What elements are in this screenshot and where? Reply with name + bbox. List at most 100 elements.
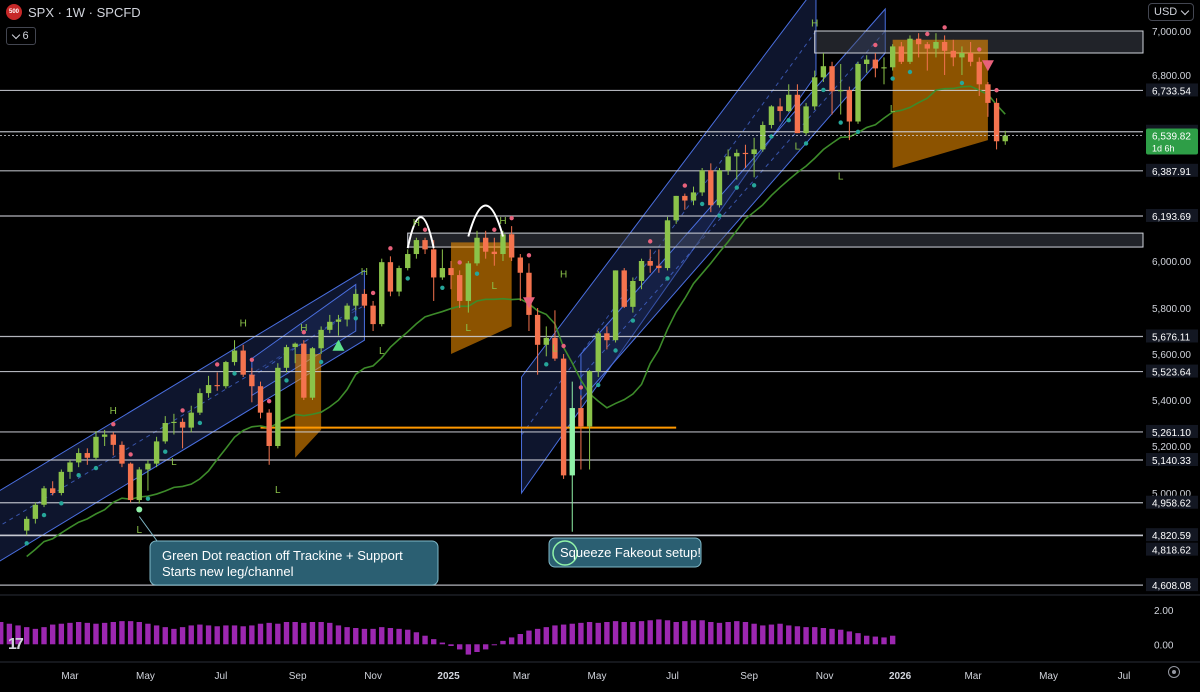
annotation-box-trackline bbox=[149, 540, 439, 586]
level-tag-bg bbox=[1146, 453, 1198, 467]
candle-body bbox=[725, 156, 731, 171]
candle-body bbox=[58, 471, 65, 493]
momentum-bar bbox=[448, 644, 454, 646]
signal-triangle-0 bbox=[332, 339, 345, 351]
signal-dot bbox=[93, 465, 99, 471]
signal-dot bbox=[422, 227, 428, 232]
candle-body bbox=[993, 102, 1000, 142]
signal-dot bbox=[163, 449, 168, 454]
candle-body bbox=[560, 358, 567, 476]
momentum-bar bbox=[578, 622, 584, 645]
momentum-bar bbox=[829, 628, 835, 645]
candle-body bbox=[768, 106, 775, 125]
time-axis-label: Sep bbox=[740, 671, 758, 682]
momentum-bar bbox=[361, 628, 368, 645]
current-price-tag bbox=[1146, 128, 1198, 155]
signal-dot bbox=[699, 201, 705, 207]
signal-dot bbox=[405, 276, 410, 281]
candle-body bbox=[864, 59, 870, 64]
momentum-bar bbox=[465, 644, 472, 655]
momentum-bar bbox=[725, 622, 731, 645]
price-axis-label: 6,000.00 bbox=[1152, 257, 1191, 268]
candle-body bbox=[361, 293, 368, 306]
candle-body bbox=[93, 436, 99, 458]
candle-body bbox=[907, 38, 913, 62]
candle-body bbox=[266, 412, 272, 446]
price-axis-label: 6,800.00 bbox=[1152, 71, 1191, 82]
chart-header: 500 SPX · 1W · SPCFD bbox=[6, 4, 141, 20]
time-axis-label: Nov bbox=[364, 671, 382, 682]
time-axis-label: Sep bbox=[289, 671, 307, 682]
signal-dot bbox=[232, 371, 237, 376]
time-axis-label: May bbox=[136, 671, 155, 682]
momentum-bar bbox=[84, 622, 91, 645]
momentum-bar bbox=[482, 644, 489, 650]
candle-body bbox=[448, 268, 454, 276]
momentum-bar bbox=[379, 627, 385, 645]
candle-body bbox=[75, 453, 82, 463]
signal-dot bbox=[111, 422, 116, 427]
signal-dot bbox=[59, 501, 64, 506]
candle-body bbox=[257, 386, 264, 413]
candle-body bbox=[638, 261, 645, 281]
momentum-bar bbox=[110, 622, 116, 645]
candle-body bbox=[223, 362, 229, 387]
signal-dot bbox=[786, 118, 791, 123]
indicators-toggle-button[interactable]: 6 bbox=[6, 27, 36, 45]
level-tag: 4,608.08 bbox=[1152, 581, 1191, 592]
momentum-bar bbox=[595, 622, 601, 645]
signal-dot bbox=[301, 330, 307, 335]
indicator-count: 6 bbox=[22, 30, 29, 42]
level-tag-bg bbox=[1146, 528, 1198, 542]
candle-body bbox=[1002, 135, 1008, 142]
currency-selector[interactable]: USD bbox=[1148, 3, 1194, 21]
level-tag-bg bbox=[1146, 329, 1198, 343]
candle-body bbox=[872, 59, 879, 69]
candle-body bbox=[379, 262, 385, 325]
momentum-bar bbox=[777, 623, 783, 645]
signal-dot bbox=[509, 215, 514, 221]
candle-body bbox=[500, 234, 506, 255]
candle-body bbox=[67, 462, 73, 472]
momentum-bar bbox=[413, 632, 420, 645]
signal-dot bbox=[596, 382, 601, 388]
momentum-bar bbox=[145, 623, 151, 645]
annotation-box-squeeze bbox=[548, 537, 702, 568]
candle-body bbox=[950, 50, 956, 58]
momentum-bar bbox=[742, 622, 749, 645]
candle-body bbox=[699, 170, 705, 193]
swing-label: L bbox=[890, 104, 896, 115]
oscillator-axis-label: 0.00 bbox=[1154, 640, 1174, 651]
momentum-bar bbox=[214, 626, 220, 645]
momentum-bar bbox=[699, 620, 705, 645]
swing-label: H bbox=[361, 267, 368, 278]
candle-body bbox=[777, 106, 783, 112]
symbol-title[interactable]: SPX · 1W · SPCFD bbox=[28, 4, 141, 20]
candle-body bbox=[933, 42, 939, 49]
candle-body bbox=[24, 518, 30, 531]
signal-dot bbox=[821, 87, 826, 93]
momentum-bar bbox=[301, 622, 307, 645]
candle-body bbox=[491, 251, 498, 255]
candle-body bbox=[283, 347, 290, 368]
candle-body bbox=[387, 262, 394, 292]
momentum-bar bbox=[664, 620, 671, 645]
candle-body bbox=[915, 38, 922, 45]
level-tag-bg bbox=[1146, 495, 1198, 509]
signal-dot bbox=[751, 183, 757, 188]
candle-body bbox=[309, 348, 316, 398]
level-tag: 5,676.11 bbox=[1152, 332, 1191, 343]
momentum-bar bbox=[638, 621, 645, 645]
swing-label: L bbox=[466, 323, 472, 334]
gear-icon[interactable] bbox=[1168, 666, 1180, 678]
symbol-logo[interactable]: 500 bbox=[6, 4, 22, 20]
momentum-bar bbox=[275, 623, 281, 645]
double-top-arc-1 bbox=[467, 204, 504, 237]
momentum-bar bbox=[231, 625, 238, 645]
chevron-down-icon bbox=[12, 30, 21, 39]
tradingview-logo[interactable]: 17 bbox=[8, 636, 24, 653]
signal-dot bbox=[803, 141, 809, 146]
momentum-bar bbox=[101, 622, 108, 645]
